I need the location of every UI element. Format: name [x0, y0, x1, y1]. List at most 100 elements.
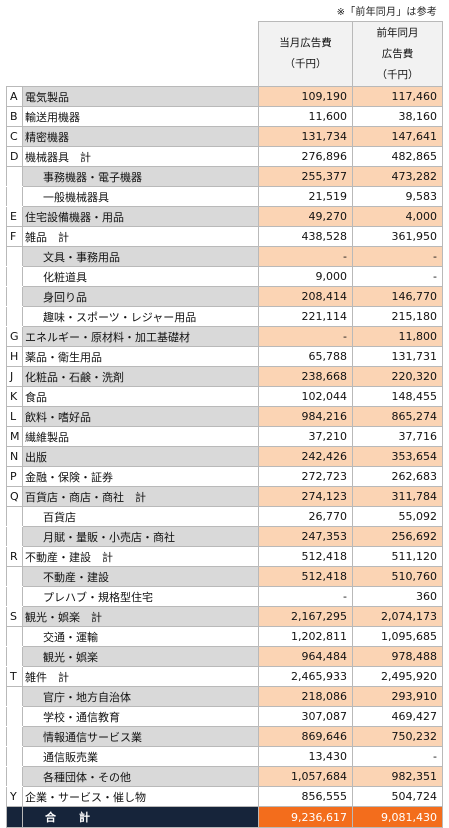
row-current: 307,087 [258, 706, 353, 727]
row-name: 学校・通信教育 [22, 706, 259, 727]
row-code [6, 166, 23, 187]
row-code [6, 646, 23, 667]
row-code [6, 746, 23, 767]
table-row: G エネルギー・原材料・加工基礎材 -11,800 [6, 326, 443, 347]
row-previous: 865,274 [352, 406, 443, 427]
row-name: エネルギー・原材料・加工基礎材 [22, 326, 259, 347]
row-current: 102,044 [258, 386, 353, 407]
row-code [6, 566, 23, 587]
table-row: 百貨店 26,770 55,092 [6, 506, 443, 527]
row-name: 一般機械器具 [22, 186, 259, 207]
row-current: 131,734 [258, 126, 353, 147]
row-code [6, 246, 23, 267]
ad-spend-table: 当月広告費 （千円） 前年同月 広告費 （千円） A 電気製品 109,190 117… [6, 21, 443, 828]
row-name: 金融・保険・証券 [22, 466, 259, 487]
table-row: Q 百貨店・商店・商社 計 274,123 311,784 [6, 486, 443, 507]
table-row: H 薬品・衛生用品 65,788 131,731 [6, 346, 443, 367]
row-current: 247,353 [258, 526, 353, 547]
row-current: - [258, 586, 353, 607]
row-name: 電気製品 [22, 86, 259, 107]
table-row: L 飲料・嗜好品 984,216 865,274 [6, 406, 443, 427]
row-previous: 262,683 [352, 466, 443, 487]
table-row: 各種団体・その他 1,057,684 982,351 [6, 766, 443, 787]
row-code [6, 266, 23, 287]
row-name: 観光・娯楽 [22, 646, 259, 667]
table-row: 月賦・量販・小売店・商社 247,353 256,692 [6, 526, 443, 547]
row-name: 観光・娯楽 計 [22, 606, 259, 627]
row-previous: 361,950 [352, 226, 443, 247]
row-name: 百貨店・商店・商社 計 [22, 486, 259, 507]
row-current: 1,057,684 [258, 766, 353, 787]
row-name: 月賦・量販・小売店・商社 [22, 526, 259, 547]
row-previous: 504,724 [352, 786, 443, 807]
row-code: J [6, 366, 23, 387]
row-code: Q [6, 486, 23, 507]
row-previous: 353,654 [352, 446, 443, 467]
row-name: 雑件 計 [22, 666, 259, 687]
row-name: 薬品・衛生用品 [22, 346, 259, 367]
table-row: 学校・通信教育 307,087 469,427 [6, 706, 443, 727]
row-previous: 131,731 [352, 346, 443, 367]
row-previous: 37,716 [352, 426, 443, 447]
row-previous: 511,120 [352, 546, 443, 567]
row-name: 雑品 計 [22, 226, 259, 247]
header-current-line-2: （千円） [284, 58, 327, 70]
header-previous-line-3: （千円） [376, 68, 419, 81]
table-row: A 電気製品 109,190 117,460 [6, 86, 443, 107]
row-current: 984,216 [258, 406, 353, 427]
row-current: 21,519 [258, 186, 353, 207]
row-current: 856,555 [258, 786, 353, 807]
table-row: S 観光・娯楽 計 2,167,295 2,074,173 [6, 606, 443, 627]
row-name: 住宅設備機器・用品 [22, 206, 259, 227]
row-name: プレハブ・規格型住宅 [22, 586, 259, 607]
row-name: 交通・運輸 [22, 626, 259, 647]
row-previous: 2,074,173 [352, 606, 443, 627]
row-previous: 55,092 [352, 506, 443, 527]
table-row: N 出版 242,426 353,654 [6, 446, 443, 467]
row-current: - [258, 326, 353, 347]
table-row: 官庁・地方自治体 218,086 293,910 [6, 686, 443, 707]
row-previous: 148,455 [352, 386, 443, 407]
table-row: P 金融・保険・証券 272,723 262,683 [6, 466, 443, 487]
header-current: 当月広告費 （千円） [258, 21, 353, 87]
table-row: 事務機器・電子機器 255,377 473,282 [6, 166, 443, 187]
row-current: 512,418 [258, 566, 353, 587]
row-current: 274,123 [258, 486, 353, 507]
row-current: 512,418 [258, 546, 353, 567]
row-name: 精密機器 [22, 126, 259, 147]
row-current: 208,414 [258, 286, 353, 307]
row-previous: 220,320 [352, 366, 443, 387]
row-code [6, 726, 23, 747]
row-code: S [6, 606, 23, 627]
row-name: 企業・サービス・催し物 [22, 786, 259, 807]
row-current: - [258, 246, 353, 267]
row-previous: 360 [352, 586, 443, 607]
row-name: 官庁・地方自治体 [22, 686, 259, 707]
total-row: 合 計 9,236,617 9,081,430 [6, 806, 443, 828]
row-previous: 38,160 [352, 106, 443, 127]
row-current: 13,430 [258, 746, 353, 767]
row-code: P [6, 466, 23, 487]
table-row: C 精密機器 131,734 147,641 [6, 126, 443, 147]
row-current: 2,465,933 [258, 666, 353, 687]
header-previous-line-2: 広告費 [381, 47, 414, 60]
row-previous: 147,641 [352, 126, 443, 147]
row-current: 242,426 [258, 446, 353, 467]
row-name: 輸送用機器 [22, 106, 259, 127]
row-code: Y [6, 786, 23, 807]
table-row: D 機械器具 計 276,896 482,865 [6, 146, 443, 167]
row-name: 通信販売業 [22, 746, 259, 767]
row-name: 身回り品 [22, 286, 259, 307]
row-code: N [6, 446, 23, 467]
row-previous: 9,583 [352, 186, 443, 207]
row-name: 文具・事務用品 [22, 246, 259, 267]
table-row: E 住宅設備機器・用品 49,270 4,000 [6, 206, 443, 227]
row-current: 218,086 [258, 686, 353, 707]
row-previous: 256,692 [352, 526, 443, 547]
row-code: L [6, 406, 23, 427]
table-row: F 雑品 計 438,528 361,950 [6, 226, 443, 247]
row-previous: 117,460 [352, 86, 443, 107]
row-name: 百貨店 [22, 506, 259, 527]
table-row: B 輸送用機器 11,600 38,160 [6, 106, 443, 127]
